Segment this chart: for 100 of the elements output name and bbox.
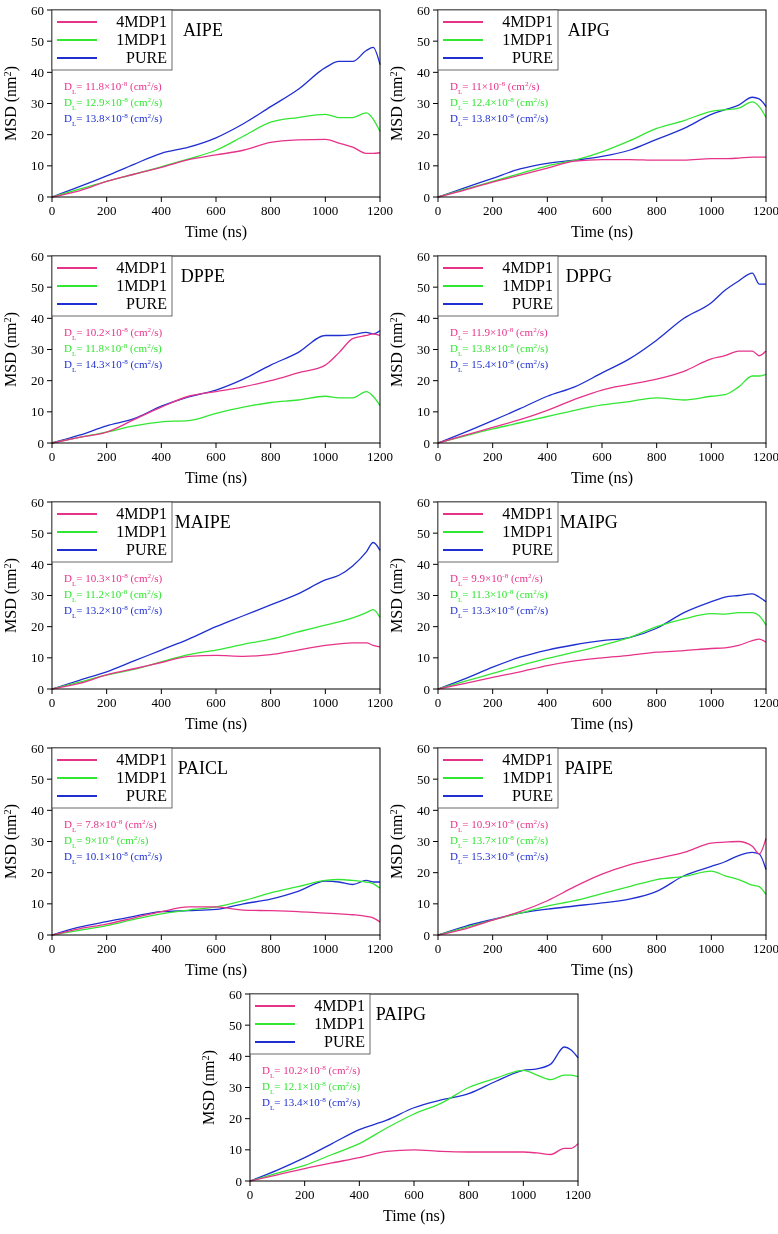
y-tick-label: 60: [229, 986, 242, 1002]
annotation: D$_{L}$= 9.9×10$^{-8}$ (cm$^{2}$/s): [450, 572, 543, 588]
y-tick-label: 10: [31, 896, 44, 912]
x-tick-label: 400: [537, 695, 558, 710]
y-tick-label: 0: [423, 927, 430, 943]
annotation: D$_{L}$= 11×10$^{-8}$ (cm$^{2}$/s): [450, 80, 540, 96]
y-tick-label: 20: [417, 373, 430, 389]
annotation: D$_{L}$= 13.8×10$^{-8}$ (cm$^{2}$/s): [450, 342, 549, 358]
y-tick-label: 20: [31, 865, 44, 881]
legend-label: 1MDP1: [116, 31, 167, 48]
annotation: D$_{L}$= 12.4×10$^{-8}$ (cm$^{2}$/s): [450, 96, 549, 112]
legend-label: PURE: [126, 541, 167, 558]
y-tick-label: 40: [417, 802, 430, 818]
annotation: D$_{L}$= 10.9×10$^{-8}$ (cm$^{2}$/s): [450, 818, 549, 834]
x-tick-label: 800: [260, 203, 281, 218]
legend-label: 4MDP1: [502, 13, 553, 30]
legend-label: PURE: [126, 49, 167, 66]
line-series: [51, 46, 381, 198]
x-tick-label: 200: [294, 1187, 315, 1202]
legend-label: PURE: [126, 787, 167, 804]
legend-label: 1MDP1: [116, 769, 167, 786]
x-tick-label: 600: [206, 695, 226, 710]
x-tick-label: 0: [434, 695, 442, 710]
annotation: D$_{L}$= 12.1×10$^{-8}$ (cm$^{2}$/s): [262, 1080, 361, 1096]
legend-label: 4MDP1: [116, 13, 167, 30]
x-tick-label: 200: [482, 695, 503, 710]
y-tick-label: 30: [31, 588, 44, 603]
x-tick-label: 600: [592, 941, 612, 956]
legend-label: PURE: [512, 295, 553, 312]
legend-label: 4MDP1: [502, 751, 553, 768]
y-tick-label: 40: [417, 310, 430, 326]
legend-label: 4MDP1: [116, 751, 167, 768]
x-tick-label: 1200: [367, 695, 393, 710]
x-tick-label: 200: [96, 449, 117, 464]
y-tick-label: 10: [417, 650, 430, 666]
y-tick-label: 60: [417, 2, 430, 18]
x-tick-label: 400: [537, 449, 558, 464]
x-tick-label: 1000: [698, 203, 725, 218]
y-tick-label: 20: [229, 1111, 242, 1127]
x-tick-label: 0: [48, 449, 56, 464]
y-tick-label: 0: [235, 1173, 242, 1189]
y-tick-label: 0: [37, 189, 44, 205]
annotation: D$_{L}$= 12.9×10$^{-8}$ (cm$^{2}$/s): [64, 96, 163, 112]
x-tick-label: 600: [404, 1187, 424, 1202]
y-tick-label: 10: [417, 896, 430, 912]
x-tick-label: 1000: [510, 1187, 537, 1202]
y-tick-label: 50: [417, 525, 430, 541]
annotation: D$_{L}$= 11.3×10$^{-8}$ (cm$^{2}$/s): [450, 588, 549, 604]
x-tick-label: 200: [96, 695, 117, 710]
x-axis-title: Time (ns): [382, 1207, 446, 1225]
y-tick-label: 10: [417, 158, 430, 174]
x-tick-label: 1200: [367, 203, 393, 218]
x-tick-label: 1200: [753, 695, 778, 710]
annotation: D$_{L}$= 11.9×10$^{-8}$ (cm$^{2}$/s): [450, 326, 549, 342]
y-tick-label: 10: [31, 158, 44, 174]
y-tick-label: 40: [229, 1048, 242, 1064]
y-tick-label: 20: [417, 865, 430, 881]
x-tick-label: 1000: [312, 449, 339, 464]
x-axis-title: Time (ns): [184, 223, 248, 241]
y-tick-label: 20: [417, 127, 430, 143]
x-tick-label: 800: [646, 941, 667, 956]
text: PAIPE: [564, 758, 614, 778]
legend-label: 4MDP1: [116, 259, 167, 276]
legend-label: 4MDP1: [314, 997, 365, 1014]
text: PAICL: [177, 758, 229, 778]
legend-label: 1MDP1: [502, 277, 553, 294]
y-tick-label: 50: [417, 771, 430, 787]
x-tick-label: 0: [48, 941, 56, 956]
x-tick-label: 600: [592, 449, 612, 464]
x-axis-title: Time (ns): [570, 469, 634, 487]
legend-label: PURE: [512, 787, 553, 804]
y-tick-label: 40: [31, 310, 44, 326]
x-tick-label: 0: [434, 449, 442, 464]
x-axis-title: Time (ns): [570, 223, 634, 241]
y-tick-label: 30: [417, 96, 430, 111]
y-tick-label: 50: [417, 279, 430, 295]
annotation: D$_{L}$= 13.8×10$^{-8}$ (cm$^{2}$/s): [64, 112, 163, 128]
x-tick-label: 1200: [753, 449, 778, 464]
y-tick-label: 50: [31, 525, 44, 541]
text: MAIPG: [559, 512, 618, 532]
y-tick-label: 0: [423, 435, 430, 451]
x-tick-label: 600: [592, 203, 612, 218]
x-tick-label: 1000: [698, 941, 725, 956]
legend-label: 1MDP1: [116, 523, 167, 540]
y-tick-label: 0: [423, 189, 430, 205]
legend-label: 1MDP1: [116, 277, 167, 294]
x-tick-label: 0: [246, 1187, 254, 1202]
y-tick-label: 60: [417, 740, 430, 756]
x-tick-label: 1000: [698, 695, 725, 710]
annotation: D$_{L}$= 9×10$^{-8}$ (cm$^{2}$/s): [64, 834, 149, 850]
x-tick-label: 400: [151, 695, 172, 710]
x-tick-label: 1000: [312, 203, 339, 218]
x-tick-label: 600: [206, 941, 226, 956]
y-tick-label: 30: [31, 834, 44, 849]
annotation: D$_{L}$= 10.2×10$^{-8}$ (cm$^{2}$/s): [64, 326, 163, 342]
y-tick-label: 40: [31, 556, 44, 572]
legend-label: PURE: [126, 295, 167, 312]
y-tick-label: 0: [423, 681, 430, 697]
annotation: D$_{L}$= 11.2×10$^{-8}$ (cm$^{2}$/s): [64, 588, 163, 604]
legend-label: 1MDP1: [314, 1015, 365, 1032]
